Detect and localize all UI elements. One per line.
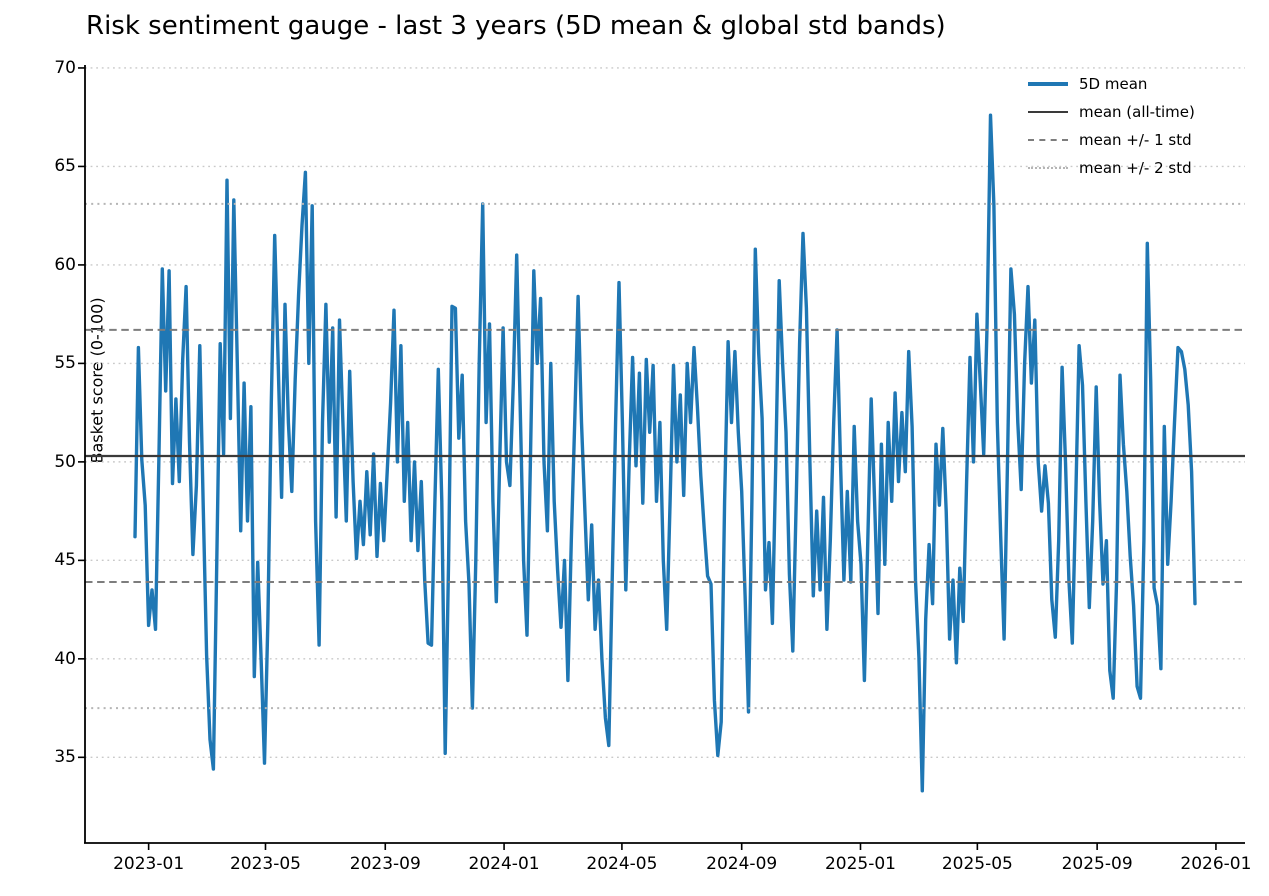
legend-swatch-dotted-lightgray (1028, 167, 1068, 169)
x-tick-label: 2025-09 (1061, 854, 1133, 874)
legend-swatch-solid-blue-thick (1028, 82, 1068, 86)
legend-label: 5D mean (1079, 75, 1148, 93)
y-tick-label: 40 (54, 648, 76, 669)
x-tick-label: 2023-01 (113, 854, 185, 874)
y-tick-label: 35 (54, 747, 76, 768)
legend-label: mean (all-time) (1079, 103, 1195, 121)
y-tick-label: 65 (54, 156, 76, 177)
legend-swatch-dashed-gray (1028, 139, 1068, 141)
legend-item: mean (all-time) (1028, 101, 1195, 123)
legend-swatch-solid-gray (1028, 111, 1068, 113)
legend-item: mean +/- 2 std (1028, 157, 1195, 179)
x-tick-label: 2025-01 (824, 854, 896, 874)
x-tick-label: 2024-01 (468, 854, 540, 874)
legend-item: mean +/- 1 std (1028, 129, 1195, 151)
legend-label: mean +/- 1 std (1079, 131, 1192, 149)
y-tick-label: 70 (54, 57, 76, 78)
y-tick-label: 45 (54, 550, 76, 571)
y-tick-label: 60 (54, 254, 76, 275)
x-tick-label: 2025-05 (941, 854, 1013, 874)
legend-label: mean +/- 2 std (1079, 159, 1192, 177)
x-tick-label: 2023-09 (349, 854, 421, 874)
x-tick-label: 2024-09 (706, 854, 778, 874)
y-tick-label: 50 (54, 451, 76, 472)
x-tick-label: 2024-05 (586, 854, 658, 874)
series-5d-mean-line (133, 113, 1197, 793)
chart-title: Risk sentiment gauge - last 3 years (5D … (86, 11, 946, 41)
y-tick-label: 55 (54, 353, 76, 374)
legend-item: 5D mean (1028, 73, 1195, 95)
x-tick-label: 2023-05 (229, 854, 301, 874)
legend: 5D mean mean (all-time) mean +/- 1 std mean… (1028, 73, 1195, 179)
x-tick-label: 2026-01 (1180, 854, 1252, 874)
